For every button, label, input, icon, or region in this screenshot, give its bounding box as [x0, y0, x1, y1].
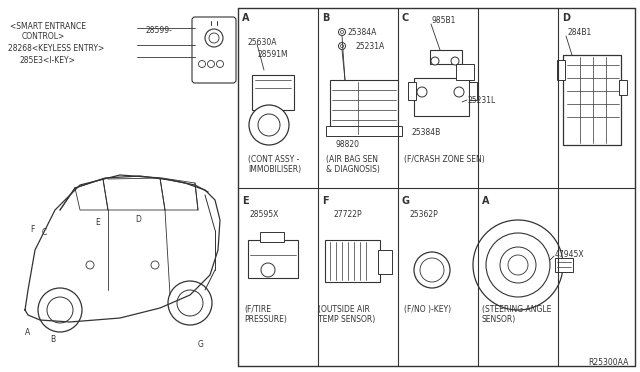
Circle shape: [47, 297, 73, 323]
Circle shape: [431, 57, 439, 65]
Text: R25300AA: R25300AA: [588, 358, 628, 367]
Text: 27722P: 27722P: [333, 210, 362, 219]
Text: D: D: [562, 13, 570, 23]
Text: G: G: [402, 196, 410, 206]
Text: (OUTSIDE AIR: (OUTSIDE AIR: [318, 305, 370, 314]
Circle shape: [168, 281, 212, 325]
Bar: [330, 80, 398, 135]
Circle shape: [249, 105, 289, 145]
Text: & DIAGNOSIS): & DIAGNOSIS): [326, 165, 380, 174]
Text: 28599-: 28599-: [145, 26, 172, 35]
Bar: [260, 232, 284, 242]
Circle shape: [451, 57, 459, 65]
Text: E: E: [242, 196, 248, 206]
Text: 25362P: 25362P: [410, 210, 439, 219]
Text: C: C: [42, 228, 47, 237]
Text: 98820: 98820: [336, 140, 360, 149]
Text: (STEERING ANGLE: (STEERING ANGLE: [482, 305, 552, 314]
Circle shape: [486, 233, 550, 297]
Text: F: F: [30, 225, 35, 234]
Circle shape: [151, 261, 159, 269]
Text: B: B: [322, 13, 330, 23]
Text: C: C: [402, 13, 409, 23]
Bar: [456, 64, 474, 80]
Text: PRESSURE): PRESSURE): [244, 315, 287, 324]
Text: 47945X: 47945X: [555, 250, 584, 259]
Bar: [555, 258, 573, 272]
Text: G: G: [198, 340, 204, 349]
Text: (F/CRASH ZONE SEN): (F/CRASH ZONE SEN): [404, 155, 484, 164]
Bar: [563, 55, 621, 145]
Bar: [252, 75, 294, 110]
Circle shape: [420, 258, 444, 282]
Circle shape: [339, 29, 346, 35]
Text: 25231L: 25231L: [468, 96, 496, 105]
Text: 28591M: 28591M: [257, 50, 287, 59]
Circle shape: [207, 61, 214, 67]
Bar: [414, 78, 469, 116]
Text: 285E3<I-KEY>: 285E3<I-KEY>: [20, 56, 76, 65]
Text: 28268<KEYLESS ENTRY>: 28268<KEYLESS ENTRY>: [8, 44, 104, 53]
Circle shape: [258, 114, 280, 136]
Text: 25384B: 25384B: [412, 128, 441, 137]
Text: 25231A: 25231A: [355, 42, 384, 51]
Bar: [557, 60, 565, 80]
Text: (F/NO )-KEY): (F/NO )-KEY): [404, 305, 451, 314]
Circle shape: [216, 61, 223, 67]
Circle shape: [417, 87, 427, 97]
Circle shape: [261, 263, 275, 277]
Circle shape: [198, 61, 205, 67]
Circle shape: [205, 29, 223, 47]
Circle shape: [86, 261, 94, 269]
Bar: [325, 240, 380, 282]
Text: (CONT ASSY -: (CONT ASSY -: [248, 155, 300, 164]
Text: D: D: [135, 215, 141, 224]
Circle shape: [508, 255, 528, 275]
Text: F: F: [322, 196, 328, 206]
Circle shape: [473, 220, 563, 310]
Circle shape: [454, 87, 464, 97]
Text: CONTROL>: CONTROL>: [22, 32, 65, 41]
Text: A: A: [482, 196, 490, 206]
Text: (F/TIRE: (F/TIRE: [244, 305, 271, 314]
Circle shape: [177, 290, 203, 316]
Text: A: A: [242, 13, 250, 23]
Circle shape: [339, 42, 346, 49]
Text: A: A: [25, 328, 30, 337]
Circle shape: [500, 247, 536, 283]
Bar: [469, 82, 477, 100]
Text: 28595X: 28595X: [250, 210, 280, 219]
Text: 25384A: 25384A: [348, 28, 378, 37]
Text: E: E: [95, 218, 100, 227]
Text: 985B1: 985B1: [432, 16, 456, 25]
Text: B: B: [50, 335, 55, 344]
Bar: [430, 50, 462, 64]
Circle shape: [414, 252, 450, 288]
Bar: [326, 126, 402, 136]
Text: 284B1: 284B1: [567, 28, 591, 37]
FancyBboxPatch shape: [192, 17, 236, 83]
Bar: [248, 240, 298, 278]
Circle shape: [340, 31, 344, 33]
Circle shape: [340, 45, 344, 48]
Text: <SMART ENTRANCE: <SMART ENTRANCE: [10, 22, 86, 31]
Text: TEMP SENSOR): TEMP SENSOR): [318, 315, 375, 324]
Bar: [408, 82, 416, 100]
Text: (AIR BAG SEN: (AIR BAG SEN: [326, 155, 378, 164]
Text: SENSOR): SENSOR): [482, 315, 516, 324]
Text: IMMOBILISER): IMMOBILISER): [248, 165, 301, 174]
Bar: [619, 80, 627, 95]
Text: 25630A: 25630A: [247, 38, 276, 47]
Circle shape: [209, 33, 219, 43]
Bar: [378, 250, 392, 274]
Circle shape: [38, 288, 82, 332]
